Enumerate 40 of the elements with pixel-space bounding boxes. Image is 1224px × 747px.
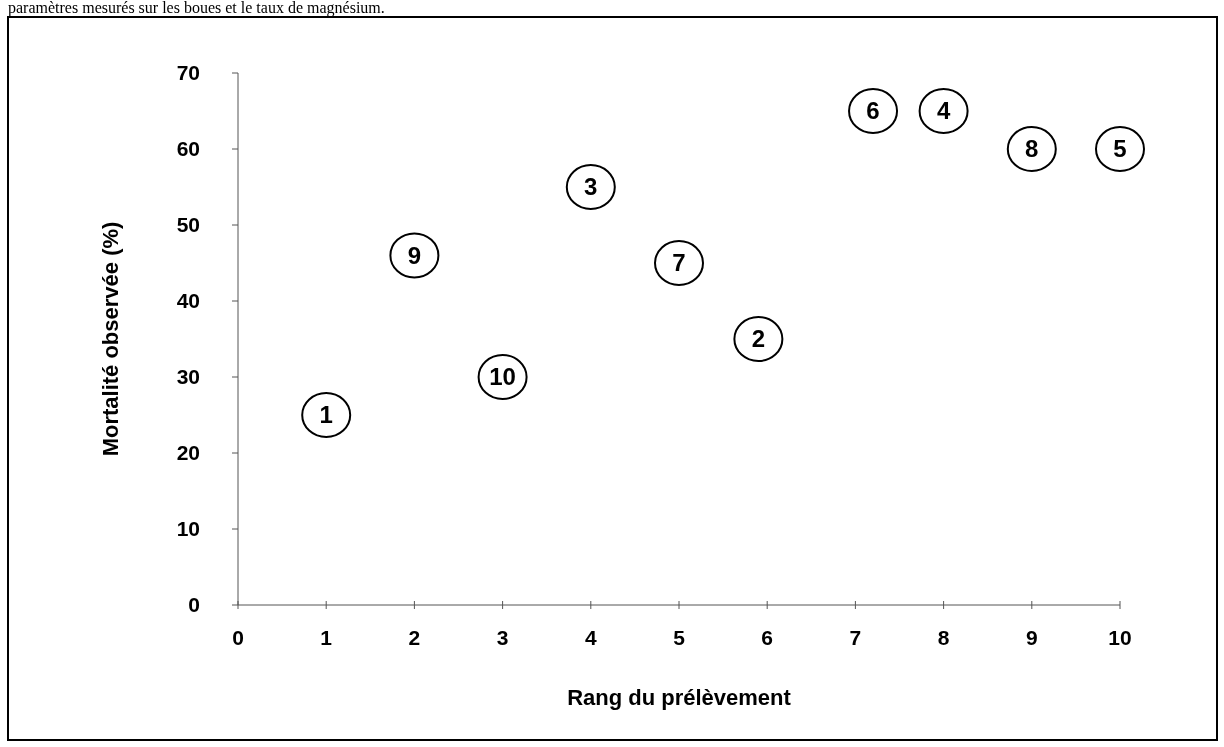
y-axis-title: Mortalité observée (%) [98, 221, 123, 457]
point [733, 316, 784, 362]
x-axis-title: Rang du prélèvement [567, 685, 792, 710]
annotation: 7 [672, 249, 686, 277]
point [848, 88, 899, 134]
point [1095, 126, 1145, 172]
x-tick-label: 5 [673, 626, 686, 649]
point [1006, 126, 1057, 172]
annotation: 8 [1025, 135, 1039, 163]
annotation: 9 [407, 241, 422, 269]
x-tick-label: 4 [584, 626, 597, 649]
y-tick-label: 50 [176, 213, 200, 237]
point [389, 232, 440, 279]
annotation: 2 [751, 325, 766, 353]
x-tick-label: 7 [849, 626, 862, 649]
x-tick-label: 1 [320, 626, 333, 649]
point [565, 164, 616, 210]
text: paramètres mesurés sur les boues et le taux de magnésium. [8, 0, 385, 17]
annotation: 5 [1113, 135, 1127, 163]
y-tick-label: 10 [176, 517, 200, 541]
y-tick-label: 30 [176, 365, 200, 389]
annotation: 4 [936, 97, 951, 125]
x-tick-label: 2 [408, 626, 421, 649]
annotation: 3 [584, 173, 598, 201]
y-tick-label: 40 [176, 289, 200, 313]
y-tick-label: 0 [188, 593, 200, 617]
x-tick-label: 3 [496, 626, 509, 649]
annotation: 10 [489, 363, 516, 391]
x-tick-label: 8 [937, 626, 950, 649]
x-tick-label: 0 [232, 626, 244, 649]
x-tick-label: 9 [1025, 626, 1038, 649]
x-tick-label: 6 [761, 626, 774, 649]
annotation: 6 [866, 97, 880, 125]
x-tick-label: 10 [1108, 626, 1132, 649]
point [301, 392, 352, 438]
y-tick-label: 60 [176, 137, 200, 161]
y-tick-label: 70 [176, 61, 200, 85]
y-tick-label: 20 [176, 441, 200, 465]
point [654, 240, 704, 286]
annotation: 1 [319, 401, 333, 429]
